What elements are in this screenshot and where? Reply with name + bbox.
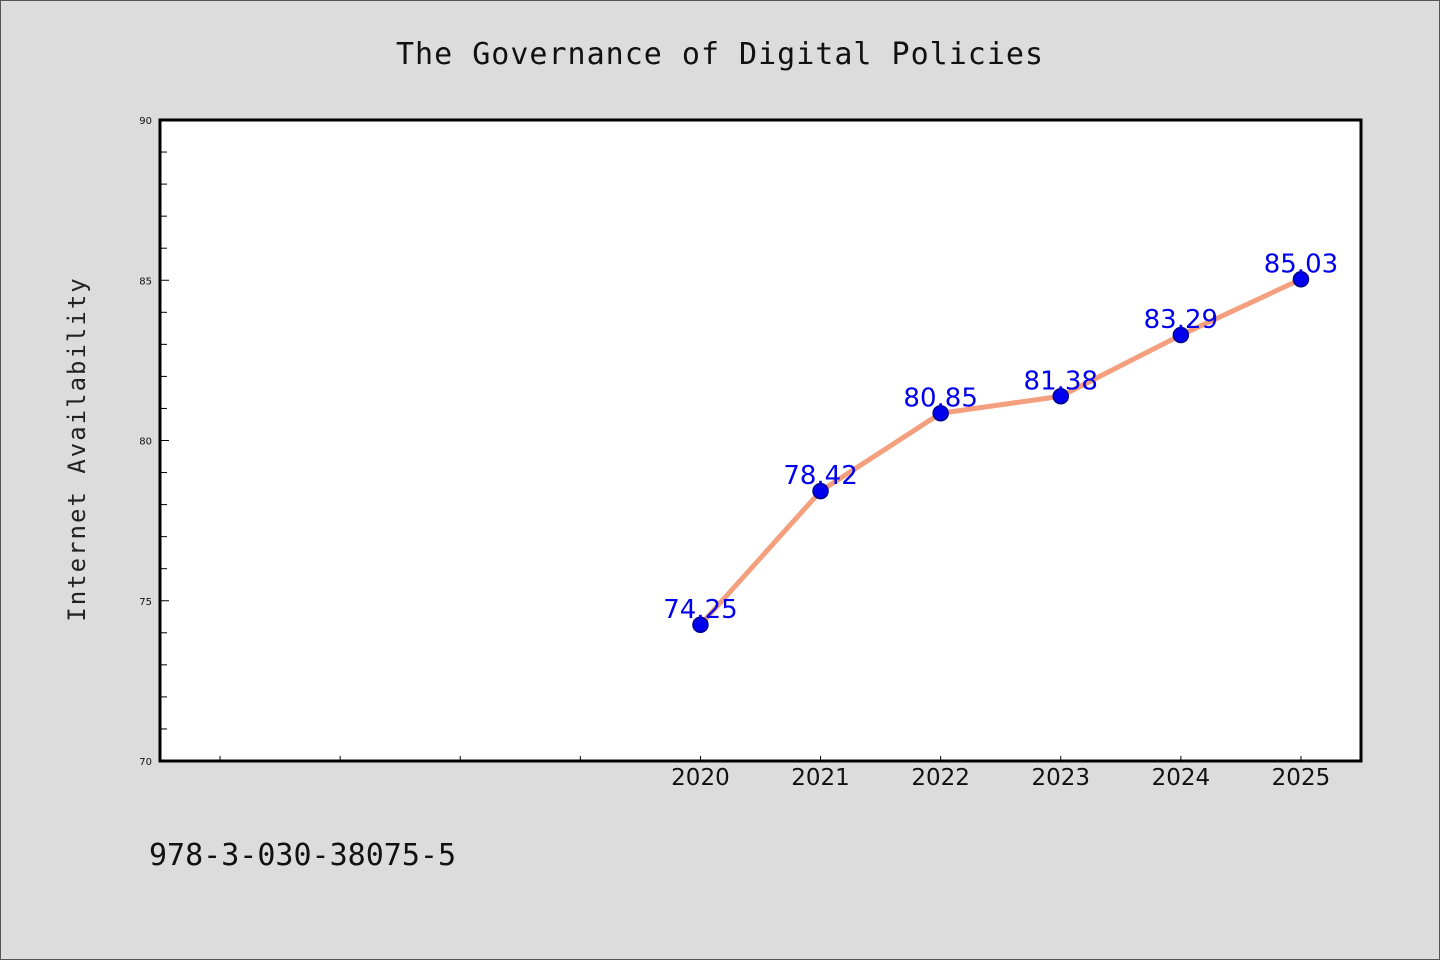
series-group: 74.25 78.42 80.85 81.38 83.29 85.03: [663, 249, 1338, 634]
x-tick-label: 2021: [791, 765, 850, 791]
data-point-marker: [692, 616, 709, 634]
plot-area: [158, 118, 1363, 763]
data-point-label: 78.42: [783, 461, 857, 491]
y-axis-ticks: 70 75 80 85 90: [139, 116, 169, 768]
y-tick-label: 75: [139, 597, 152, 608]
data-point-marker: [1292, 271, 1310, 288]
x-axis-ticks: 2020 2021 2022 2023 2024 2025: [219, 756, 1331, 791]
data-point-label: 83.29: [1144, 305, 1218, 335]
x-tick-label: 2023: [1031, 765, 1090, 791]
y-tick-label: 80: [139, 437, 152, 448]
y-tick-label: 70: [139, 757, 152, 768]
data-point-marker: [932, 405, 949, 422]
isbn-text: 978-3-030-38075-5: [149, 838, 456, 873]
data-point-label: 74.25: [663, 595, 737, 625]
data-point-marker: [1172, 326, 1190, 344]
series-line: [697, 276, 1304, 628]
x-tick-label: 2020: [671, 765, 730, 791]
data-point-label: 85.03: [1264, 249, 1338, 279]
chart-title: The Governance of Digital Policies: [396, 37, 1044, 72]
y-axis-label: Internet Availability: [63, 276, 91, 621]
data-point-label: 80.85: [903, 383, 977, 413]
y-tick-label: 85: [139, 276, 152, 287]
y-tick-label: 90: [139, 116, 152, 127]
data-point-marker: [812, 482, 829, 500]
data-point-marker: [1052, 388, 1069, 405]
x-tick-label: 2025: [1272, 765, 1331, 791]
x-tick-label: 2024: [1152, 765, 1211, 791]
x-tick-label: 2022: [911, 765, 970, 791]
data-point-label: 81.38: [1024, 366, 1098, 396]
